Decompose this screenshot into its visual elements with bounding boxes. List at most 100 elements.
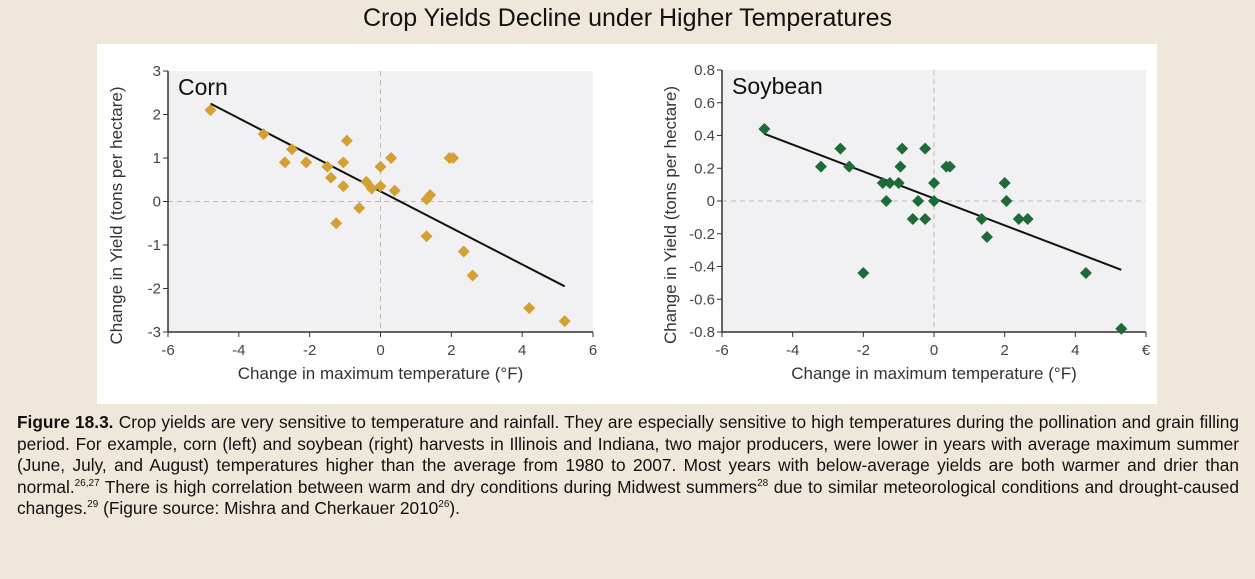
data-point [928, 195, 940, 207]
y-tick-label: 2 [153, 107, 161, 124]
y-tick-label: 3 [153, 63, 161, 80]
data-point [834, 142, 847, 155]
data-point [814, 160, 827, 173]
caption-text: due to similar meteorological conditions… [17, 476, 1239, 519]
data-point [337, 156, 350, 169]
data-point [424, 188, 437, 201]
y-tick-label: 1 [153, 150, 161, 167]
y-tick-label: 0 [707, 193, 715, 210]
data-point [340, 134, 353, 147]
data-point [892, 176, 905, 189]
caption-ref: 26 [438, 499, 450, 510]
x-tick-label: -6 [161, 342, 174, 359]
data-point [457, 245, 470, 258]
data-point [880, 195, 893, 207]
x-tick-label: 6 [589, 342, 597, 359]
x-axis-label: Change in maximum temperature (°F) [791, 364, 1077, 383]
trend-line [764, 132, 1122, 271]
data-point [365, 182, 378, 195]
y-tick-label: -0.8 [689, 324, 715, 341]
data-point [912, 195, 925, 207]
data-point [1079, 267, 1092, 280]
data-point [204, 104, 217, 117]
data-point [981, 231, 993, 244]
y-tick-label: 0.2 [694, 160, 715, 177]
y-tick-label: 0 [153, 194, 161, 211]
data-point [894, 160, 907, 173]
x-tick-label: 0 [376, 342, 384, 359]
data-point [1012, 213, 1025, 226]
y-tick-label: -3 [148, 324, 161, 341]
data-point [919, 142, 932, 155]
data-point [975, 213, 988, 226]
x-tick-label: 4 [1071, 342, 1079, 359]
caption-text: (Figure source: Mishra and Cherkauer 201… [98, 498, 439, 518]
data-point [843, 160, 856, 173]
y-tick-label: -0.4 [689, 259, 715, 276]
charts-svg: -6 -4 -2 0 2 4 6 -3 -2 -1 0 1 2 3 Change in maximum te… [107, 62, 1151, 383]
data-point [1115, 322, 1128, 335]
caption-ref: 28 [757, 477, 769, 489]
chart-panel: -6 -4 -2 0 2 4 6 -3 -2 -1 0 1 2 3 Change in maximum te… [97, 44, 1157, 404]
y-tick-label: -0.6 [689, 291, 715, 308]
data-point [257, 128, 270, 141]
y-axis-label: Change in Yield (tons per hectare) [661, 86, 680, 344]
data-point [388, 184, 401, 197]
data-point [876, 176, 889, 189]
y-tick-label: 0.8 [694, 62, 715, 79]
y-tick-label: -0.2 [689, 226, 715, 243]
x-tick-label: -2 [303, 342, 316, 359]
data-point [896, 142, 909, 155]
data-point [285, 143, 298, 156]
data-point [353, 202, 366, 215]
data-point [300, 156, 313, 169]
data-point [385, 152, 398, 164]
y-tick-label: 0.4 [694, 128, 715, 145]
data-point [1000, 195, 1013, 207]
x-tick-label: 4 [518, 342, 526, 359]
caption-text: ). [449, 498, 460, 518]
data-point [857, 267, 870, 280]
data-point [523, 302, 536, 315]
y-tick-label: 0.6 [694, 95, 715, 112]
x-tick-label: -4 [232, 342, 245, 359]
x-tick-label: -6 [715, 342, 728, 359]
caption-ref: 26,27 [74, 477, 100, 489]
data-point [330, 217, 343, 230]
y-axis-label: Change in Yield (tons per hectare) [107, 87, 126, 345]
panel-label: Corn [178, 74, 228, 100]
caption-text: There is high correlation between warm a… [99, 476, 758, 497]
data-point [928, 176, 940, 189]
caption-ref: 29 [87, 499, 99, 510]
data-point [321, 160, 334, 173]
caption-label: Figure 18.3. [17, 412, 114, 432]
data-point [466, 269, 479, 282]
data-point [919, 213, 932, 226]
data-point [374, 160, 387, 173]
x-tick-label: 2 [1000, 342, 1008, 359]
data-point [883, 176, 896, 189]
data-point [943, 160, 956, 173]
data-point [337, 180, 350, 193]
x-tick-label: -2 [857, 342, 870, 359]
x-axis-label: Change in maximum temperature (°F) [238, 364, 524, 383]
data-point [374, 180, 387, 193]
x-tick-label: 2 [447, 342, 455, 359]
caption-text: Crop yields are very sensitive to temper… [17, 412, 1239, 497]
data-point [447, 152, 460, 164]
x-tick-label: € [1142, 342, 1151, 359]
figure-title: Crop Yields Decline under Higher Tempera… [363, 4, 892, 32]
data-point [420, 230, 433, 243]
data-point [324, 171, 337, 184]
data-point [998, 176, 1011, 189]
data-point [278, 156, 291, 169]
data-point [558, 315, 571, 328]
y-tick-label: -2 [148, 281, 161, 298]
x-tick-label: 0 [930, 342, 938, 359]
y-tick-label: -1 [148, 237, 161, 254]
panel-label: Soybean [732, 73, 823, 99]
figure-caption: Figure 18.3. Crop yields are very sensit… [17, 412, 1239, 520]
x-tick-label: -4 [786, 342, 799, 359]
data-point [906, 213, 919, 226]
data-point [758, 122, 771, 135]
